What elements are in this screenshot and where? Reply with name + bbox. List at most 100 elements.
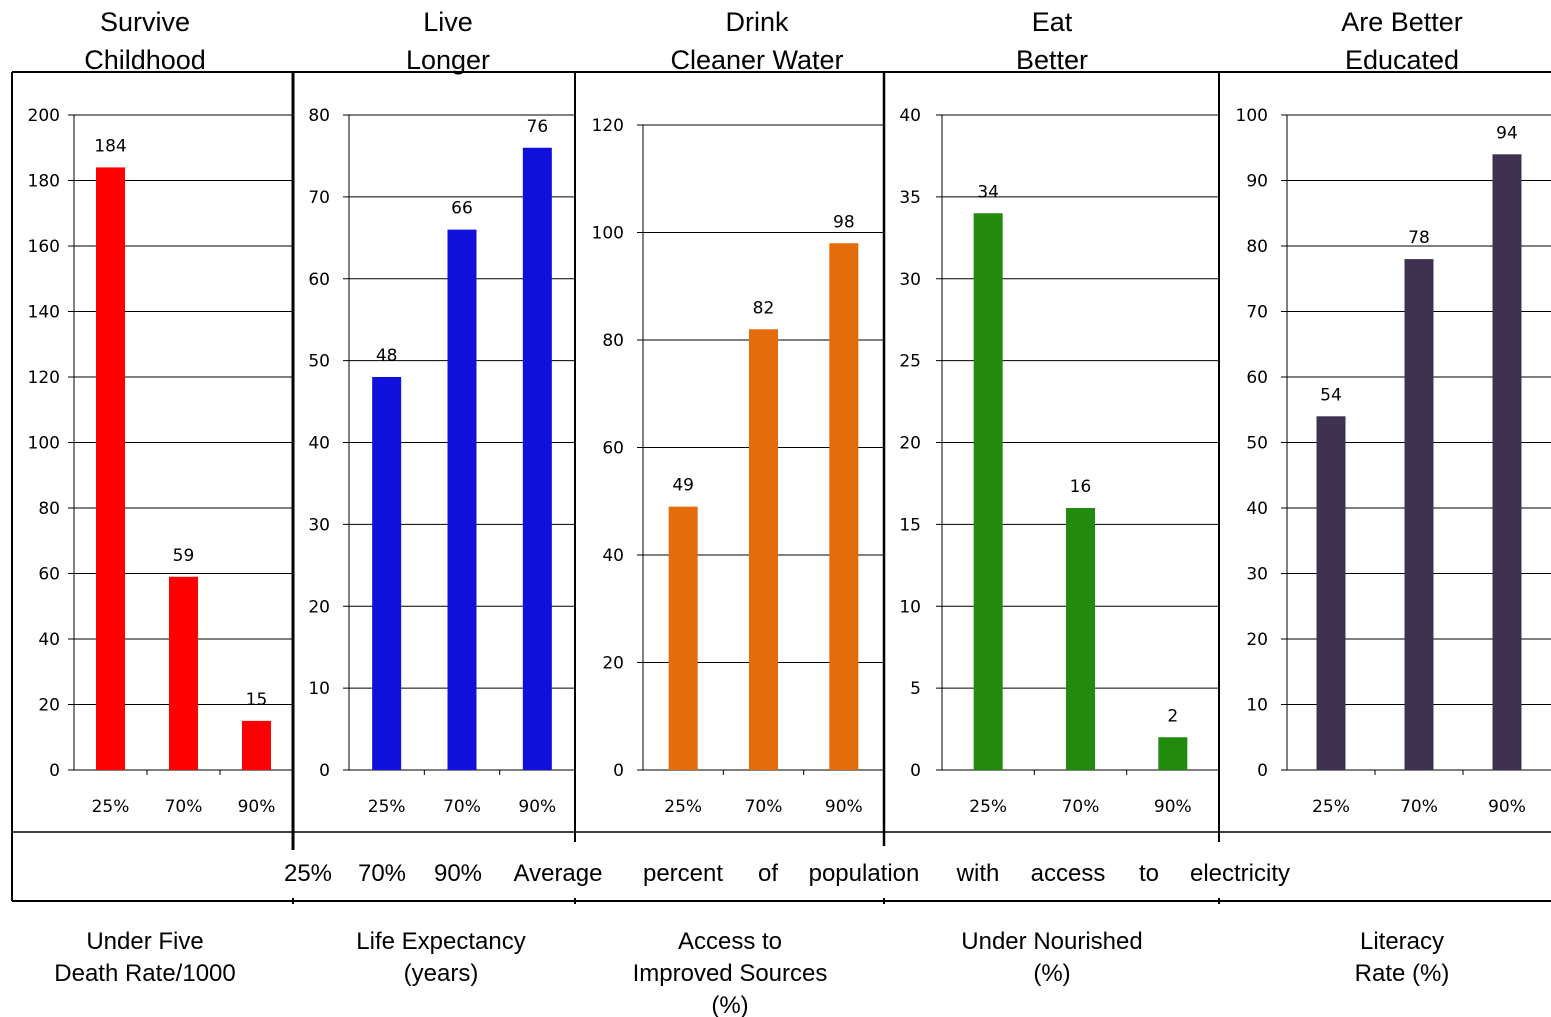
chart-title-line: Eat	[1032, 7, 1073, 37]
bar-90pct	[829, 243, 859, 770]
y-tick-label: 10	[1246, 696, 1268, 716]
bar-value-label: 184	[94, 136, 126, 156]
x-tick-label: 70%	[1400, 797, 1438, 817]
chart-title-line: Longer	[406, 45, 490, 75]
bar-70pct	[447, 229, 477, 770]
bar-value-label: 98	[833, 212, 855, 232]
y-tick-label: 120	[28, 368, 60, 388]
y-axis-label-line: Improved Sources	[633, 960, 828, 987]
y-tick-label: 180	[28, 172, 60, 192]
bar-25pct	[973, 213, 1003, 770]
y-tick-label: 70	[308, 188, 330, 208]
y-tick-label: 5	[910, 679, 921, 699]
y-tick-label: 80	[38, 499, 60, 519]
y-tick-label: 30	[1246, 565, 1268, 585]
axis-band-word: electricity	[1190, 860, 1290, 887]
y-tick-label: 200	[28, 106, 60, 126]
y-tick-label: 80	[1246, 237, 1268, 257]
bar-value-label: 59	[173, 546, 195, 566]
x-axis-band: 25% 70% 90% Average percent of population with a…	[284, 860, 1290, 887]
chart-title-line: Better	[1016, 45, 1088, 75]
x-tick-label: 70%	[745, 797, 783, 817]
chart-panel-3: Drink Cleaner Water 0 20 40 60 80 100 120 49 25% 82…	[592, 7, 884, 1017]
x-tick-label: 90%	[1488, 797, 1526, 817]
axis-band-word: 90%	[434, 860, 482, 887]
bar-25pct	[372, 377, 402, 770]
bar-70pct	[749, 329, 778, 770]
y-tick-label: 20	[1246, 630, 1268, 650]
y-tick-label: 140	[28, 303, 60, 323]
x-tick-label: 70%	[1062, 797, 1100, 817]
axis-band-word: 25%	[284, 860, 332, 887]
y-tick-label: 20	[308, 597, 330, 617]
y-tick-label: 0	[910, 761, 921, 781]
y-axis-label-line: Literacy	[1360, 928, 1444, 955]
y-tick-label: 0	[613, 761, 624, 781]
figure-frame	[11, 71, 1551, 904]
x-tick-label: 90%	[518, 797, 556, 817]
y-tick-label: 60	[308, 270, 330, 290]
y-tick-label: 0	[319, 761, 330, 781]
y-tick-label: 10	[308, 679, 330, 699]
chart-panel-2: Live Longer 0 10 20 30 40 50 60 70 80 48 25% 66 70% 76 9…	[308, 7, 575, 987]
axis-band-word: population	[809, 860, 920, 887]
axis-band-word: with	[956, 860, 1000, 887]
y-tick-label: 100	[1236, 106, 1268, 126]
axis-band-word: of	[758, 860, 778, 887]
y-tick-label: 40	[899, 106, 921, 126]
axis-band-word: access	[1031, 860, 1106, 887]
y-tick-label: 60	[602, 439, 624, 459]
y-tick-label: 60	[1246, 368, 1268, 388]
x-tick-label: 25%	[664, 797, 702, 817]
x-tick-label: 25%	[969, 797, 1007, 817]
y-tick-label: 0	[49, 761, 60, 781]
y-tick-label: 100	[592, 224, 624, 244]
bar-value-label: 54	[1320, 385, 1342, 405]
y-tick-label: 160	[28, 237, 60, 257]
bar-value-label: 78	[1408, 228, 1430, 248]
y-tick-label: 40	[38, 630, 60, 650]
y-axis-label-line: Life Expectancy	[356, 928, 525, 955]
y-tick-label: 30	[308, 515, 330, 535]
y-tick-label: 80	[308, 106, 330, 126]
bar-70pct	[169, 576, 198, 770]
bar-90pct	[242, 720, 271, 770]
y-tick-label: 80	[602, 331, 624, 351]
y-tick-label: 40	[1246, 499, 1268, 519]
bar-25pct	[668, 506, 698, 770]
y-tick-label: 10	[899, 597, 921, 617]
y-tick-label: 50	[308, 352, 330, 372]
y-axis-label-line: Under Nourished	[961, 928, 1142, 955]
y-tick-label: 30	[899, 270, 921, 290]
y-tick-label: 40	[602, 546, 624, 566]
bar-value-label: 76	[527, 117, 549, 137]
y-axis-label-line: (%)	[711, 992, 748, 1017]
chart-title-line: Survive	[100, 7, 190, 37]
bar-value-label: 82	[753, 298, 775, 318]
bar-90pct	[1158, 737, 1188, 770]
y-axis-label-line: (%)	[1033, 960, 1070, 987]
y-tick-label: 25	[899, 352, 921, 372]
chart-panel-4: Eat Better 0 5 10 15 20 25 30 35 40 34 25% 16 70% 2 90% U…	[899, 7, 1219, 987]
y-tick-label: 0	[1257, 761, 1268, 781]
bar-value-label: 16	[1070, 477, 1092, 497]
x-tick-label: 25%	[368, 797, 406, 817]
bar-90pct	[1492, 154, 1522, 771]
x-tick-label: 90%	[825, 797, 863, 817]
y-tick-label: 20	[38, 696, 60, 716]
bar-value-label: 49	[672, 476, 694, 496]
y-axis-label-line: Access to	[678, 928, 782, 955]
chart-title-line: Live	[423, 7, 473, 37]
x-tick-label: 25%	[1312, 797, 1350, 817]
bar-value-label: 66	[451, 199, 473, 219]
y-tick-label: 70	[1246, 303, 1268, 323]
chart-title-line: Educated	[1345, 45, 1459, 75]
bar-25pct	[1316, 416, 1346, 770]
x-tick-label: 90%	[1154, 797, 1192, 817]
axis-band-word: Average	[514, 860, 603, 887]
chart-panel-5: Are Better Educated 0 10 20 30 40 50 60 70 80 90 100…	[1236, 7, 1551, 987]
y-tick-label: 60	[38, 565, 60, 585]
y-axis-label-line: Death Rate/1000	[54, 960, 235, 987]
y-axis-label-line: Under Five	[86, 928, 203, 955]
